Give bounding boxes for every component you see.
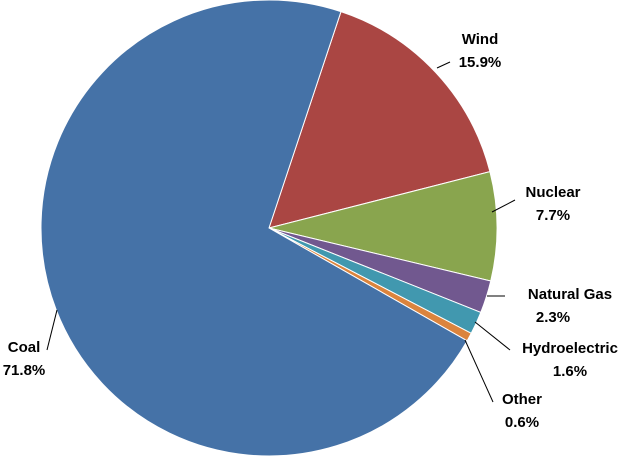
leader-lines xyxy=(46,61,516,403)
pie-slice-nuclear xyxy=(268,171,498,282)
slice-label-value-other: 0.6% xyxy=(505,414,539,431)
slice-label-value-natural-gas: 2.3% xyxy=(536,309,570,326)
slice-label-name-wind: Wind xyxy=(462,31,499,48)
slice-label-value-coal: 71.8% xyxy=(3,362,46,379)
slice-label-name-coal: Coal xyxy=(8,339,41,356)
slice-labels: Wind 15.9% Nuclear 7.7% Natural Gas 2.3% Hydro… xyxy=(3,31,618,431)
slice-label-value-wind: 15.9% xyxy=(459,54,502,71)
slice-label-name-natural-gas: Natural Gas xyxy=(528,286,612,303)
pie-slice-coal xyxy=(40,0,468,457)
leader-line-other xyxy=(464,339,494,403)
slice-label-value-hydroelectric: 1.6% xyxy=(553,363,587,380)
leader-line-wind xyxy=(436,61,451,69)
pie-slice-wind xyxy=(268,11,491,229)
leader-line-coal xyxy=(46,309,58,351)
slice-label-name-hydroelectric: Hydroelectric xyxy=(522,340,618,357)
leader-line-hydroelectric xyxy=(474,321,511,351)
pie-slices xyxy=(40,0,498,457)
slice-label-value-nuclear: 7.7% xyxy=(536,207,570,224)
leader-line-nuclear xyxy=(491,199,516,213)
slice-label-name-other: Other xyxy=(502,391,542,408)
slice-label-name-nuclear: Nuclear xyxy=(525,184,580,201)
